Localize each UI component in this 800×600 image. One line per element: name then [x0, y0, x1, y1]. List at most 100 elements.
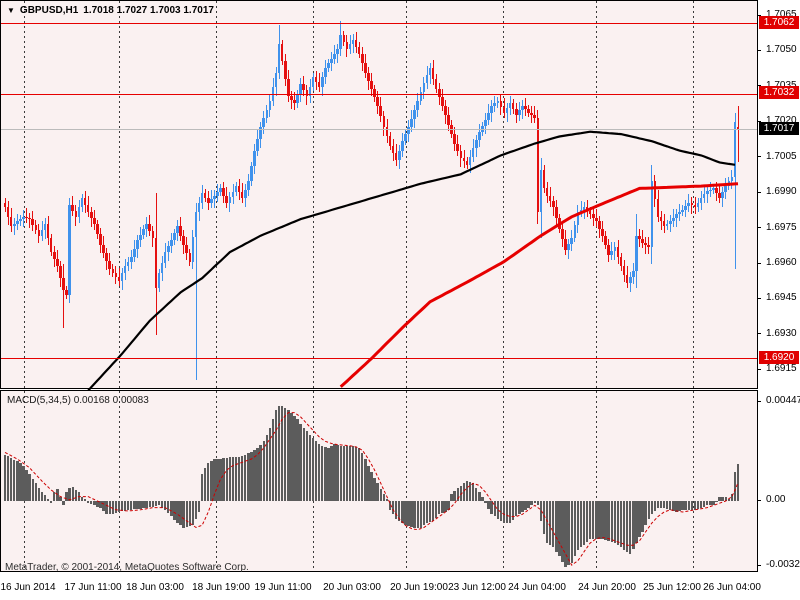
candle-wick: [294, 92, 295, 110]
candle: [194, 212, 198, 237]
macd-histogram-bar: [684, 501, 687, 510]
candle-wick: [571, 230, 573, 251]
macd-histogram-bar: [610, 501, 613, 542]
price-tick-mark: [757, 14, 761, 16]
candle: [705, 190, 709, 195]
candle-wick: [75, 205, 77, 226]
grid-line-vertical: [406, 1, 407, 388]
candle-wick: [688, 193, 690, 212]
candle: [231, 191, 235, 198]
candle: [52, 252, 56, 260]
candle-wick: [174, 229, 175, 245]
price-scale-axis[interactable]: 1.7065 1.7050 1.7035 1.7020 1.7005 1.6990 1.69…: [757, 0, 800, 572]
candle-wick: [223, 181, 225, 204]
macd-histogram-bar: [727, 498, 730, 501]
macd-tick-mark: [757, 564, 761, 566]
candle: [348, 44, 352, 50]
candle: [730, 176, 734, 182]
candle-wick: [198, 197, 200, 221]
time-axis-label: 18 Jun 03:00: [126, 582, 184, 593]
macd-histogram-bar: [653, 501, 657, 511]
candle-wick: [158, 269, 160, 292]
candle-wick: [719, 184, 721, 204]
candle-wick: [161, 256, 163, 282]
candle: [561, 228, 564, 240]
candle: [19, 219, 22, 222]
macd-indicator-panel[interactable]: MACD(5,34,5) 0.00168 0.00083: [0, 390, 758, 572]
candle: [441, 97, 444, 106]
candle: [638, 235, 641, 240]
candle: [28, 217, 31, 220]
candle: [6, 207, 10, 217]
candle-wick: [401, 133, 403, 158]
time-scale-axis[interactable]: 16 Jun 2014 17 Jun 11:00 18 Jun 03:00 18 Ju…: [0, 572, 800, 600]
symbol-label: GBPUSD,H1: [19, 5, 79, 16]
macd-histogram-bar: [512, 501, 515, 520]
macd-histogram-bar: [250, 452, 253, 501]
candle: [450, 124, 453, 135]
candle: [305, 90, 309, 97]
candle: [585, 207, 589, 211]
horizontal-level-line[interactable]: [1, 358, 757, 360]
candle: [690, 202, 694, 205]
candle-wick: [562, 221, 563, 247]
candle: [536, 117, 540, 213]
macd-histogram-bar: [585, 501, 589, 542]
candle: [89, 212, 93, 218]
candle: [216, 191, 219, 196]
candle: [191, 236, 195, 262]
horizontal-level-line[interactable]: [1, 93, 757, 95]
candle-wick: [251, 161, 252, 186]
candle: [373, 89, 376, 98]
candle: [462, 157, 466, 162]
candle-wick: [728, 177, 730, 191]
macd-histogram-bar: [207, 463, 210, 501]
candle: [86, 204, 90, 213]
candle-wick: [568, 238, 570, 259]
macd-histogram-bar: [567, 501, 570, 566]
candle-wick: [127, 257, 129, 271]
macd-histogram-bar: [133, 501, 136, 510]
macd-histogram-bar: [253, 450, 256, 501]
macd-histogram-bar: [625, 501, 629, 552]
candle: [22, 216, 25, 220]
macd-histogram-bar: [311, 438, 315, 501]
candle-wick: [716, 181, 717, 201]
candle-wick: [331, 51, 332, 72]
macd-histogram-bar: [724, 496, 727, 501]
candle-wick: [7, 200, 9, 225]
macd-histogram-bar: [213, 459, 216, 501]
candle: [410, 118, 413, 127]
candle: [25, 216, 28, 218]
macd-histogram-bar: [555, 501, 558, 552]
macd-histogram-bar: [428, 501, 432, 522]
candle-wick: [417, 93, 419, 118]
candle: [126, 261, 130, 267]
candle: [656, 199, 660, 217]
grid-line-vertical: [313, 1, 314, 388]
macd-histogram-bar: [31, 478, 34, 501]
candle-wick: [722, 186, 724, 207]
candle-wick: [395, 144, 397, 166]
macd-histogram-bar: [459, 485, 463, 501]
candle-wick: [475, 134, 477, 158]
horizontal-level-line[interactable]: [1, 23, 757, 25]
candle-wick: [432, 60, 434, 86]
candle-wick: [56, 250, 58, 272]
candle: [487, 112, 490, 120]
candle-wick: [460, 145, 462, 167]
candle: [665, 223, 669, 227]
candle: [336, 49, 339, 54]
macd-histogram-bar: [481, 496, 484, 501]
candle-wick: [651, 164, 653, 264]
macd-histogram-bar: [373, 477, 376, 501]
candle-wick: [143, 225, 145, 240]
candle: [290, 96, 293, 100]
macd-histogram-bar: [407, 501, 410, 527]
candle-wick: [4, 198, 6, 212]
candle: [71, 204, 75, 211]
symbol-menu-icon[interactable]: ▼: [7, 5, 15, 15]
price-tick-label: 1.6960: [766, 257, 797, 268]
price-chart-panel[interactable]: ▼ GBPUSD,H1 1.7018 1.7027 1.7003 1.7017: [0, 0, 758, 395]
candle: [727, 181, 731, 187]
